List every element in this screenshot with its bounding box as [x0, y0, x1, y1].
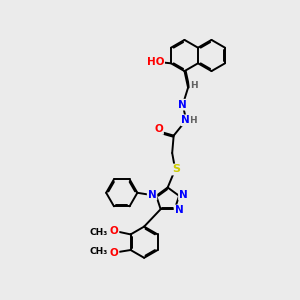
Text: CH₃: CH₃	[89, 247, 108, 256]
Text: CH₃: CH₃	[89, 228, 108, 237]
Text: O: O	[110, 226, 118, 236]
Text: N: N	[179, 190, 188, 200]
Text: H: H	[189, 116, 197, 125]
Text: N: N	[148, 190, 156, 200]
Text: O: O	[154, 124, 163, 134]
Text: HO: HO	[147, 57, 164, 67]
Text: N: N	[175, 206, 183, 215]
Text: N: N	[181, 115, 190, 125]
Text: O: O	[110, 248, 118, 258]
Text: S: S	[172, 164, 180, 175]
Text: H: H	[190, 81, 198, 90]
Text: N: N	[178, 100, 187, 110]
